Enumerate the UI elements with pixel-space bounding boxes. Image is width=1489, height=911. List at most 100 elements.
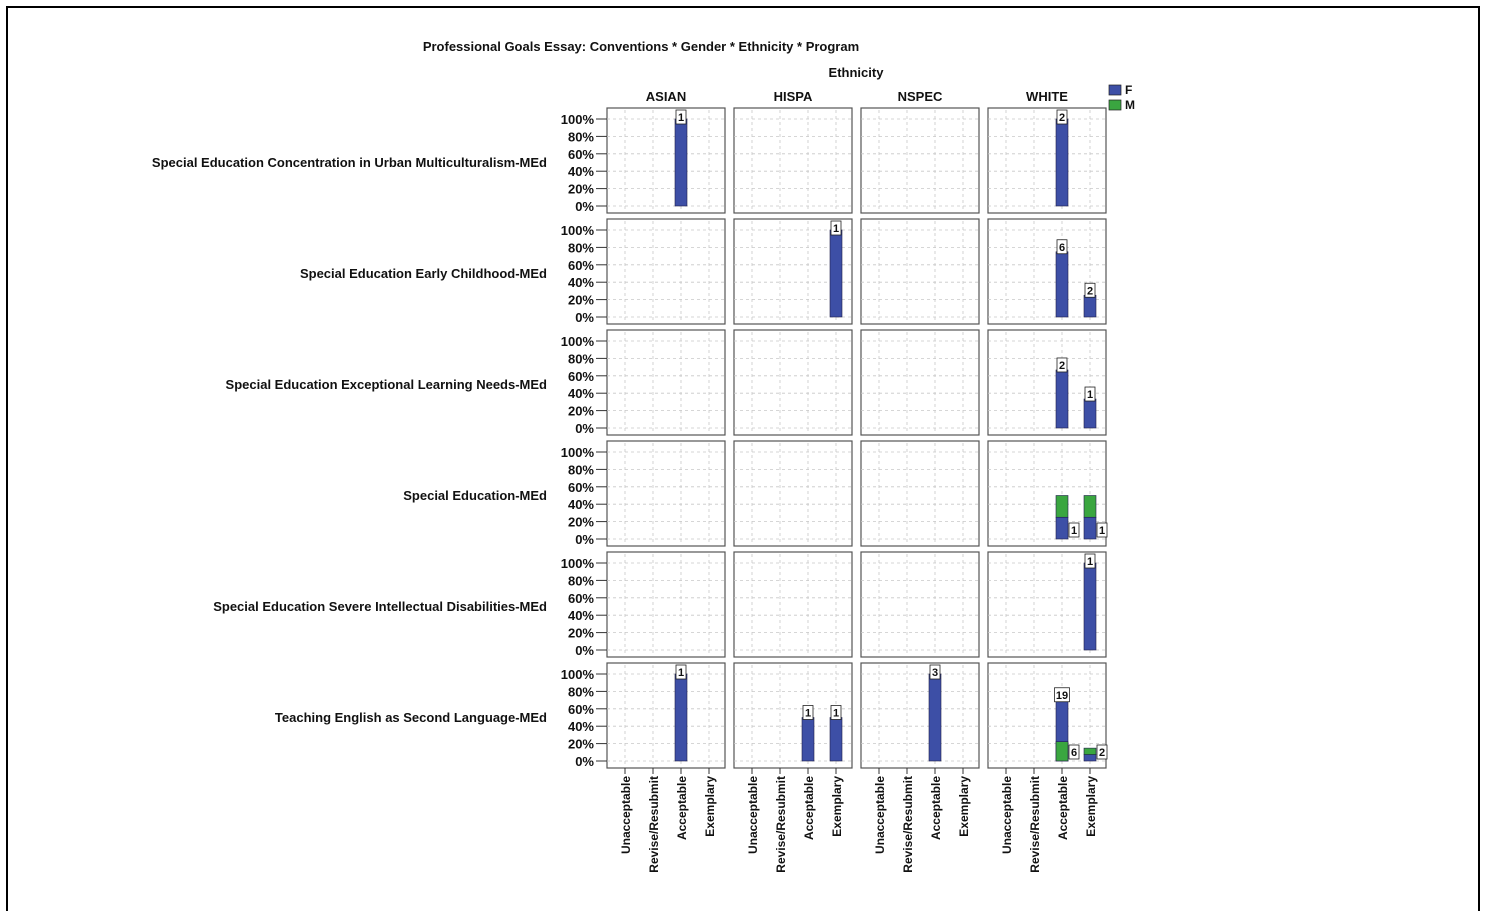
- y-tick-label: 80%: [568, 684, 594, 699]
- count-label: 2: [1059, 112, 1065, 124]
- y-tick-label: 0%: [575, 754, 594, 769]
- bar-f: [1083, 516, 1097, 540]
- count-label-box: [1096, 744, 1108, 760]
- row-label: Special Education Severe Intellectual Di…: [213, 599, 547, 614]
- row-label: Special Education Exceptional Learning N…: [226, 377, 548, 392]
- x-tick-label: Revise/Resubmit: [647, 776, 661, 873]
- panel-border: [860, 107, 980, 214]
- x-tick-label: Unacceptable: [746, 776, 760, 854]
- panel-border: [733, 440, 853, 547]
- x-tick-label: Acceptable: [802, 776, 816, 840]
- count-label-box: [675, 109, 687, 125]
- bar-f: [1083, 562, 1097, 651]
- panel-border: [733, 329, 853, 436]
- y-tick-label: 0%: [575, 310, 594, 325]
- count-label-box: [675, 664, 687, 680]
- y-tick-label: 20%: [568, 626, 594, 641]
- x-tick-label: Acceptable: [929, 776, 943, 840]
- count-label: 1: [1071, 525, 1077, 537]
- panel-border: [860, 440, 980, 547]
- figure-frame: [6, 6, 1480, 911]
- y-tick-label: 100%: [561, 667, 595, 682]
- column-labels: ASIAN HISPA NSPEC WHITE: [646, 89, 1068, 104]
- y-tick-label: 60%: [568, 702, 594, 717]
- row-label: Special Education Early Childhood-MEd: [300, 266, 547, 281]
- x-tick-label: Acceptable: [675, 776, 689, 840]
- y-tick-label: 20%: [568, 737, 594, 752]
- panel: [860, 551, 980, 658]
- y-tick-label: 20%: [568, 182, 594, 197]
- panel: [860, 440, 980, 547]
- bar-f: [1055, 118, 1069, 207]
- count-label: 3: [932, 667, 938, 679]
- x-tick-label: Exemplary: [830, 776, 844, 837]
- y-tick-label: 0%: [575, 421, 594, 436]
- row-label: Teaching English as Second Language-MEd: [275, 710, 547, 725]
- count-label: 1: [1099, 525, 1105, 537]
- panel-border: [987, 107, 1107, 214]
- panel-border: [860, 329, 980, 436]
- count-label-box: [1056, 109, 1068, 125]
- y-tick-label: 20%: [568, 515, 594, 530]
- count-label: 2: [1059, 360, 1065, 372]
- count-label: 1: [678, 667, 684, 679]
- legend-label-m: M: [1125, 98, 1135, 112]
- x-tick-label: Unacceptable: [873, 776, 887, 854]
- count-label-box: [1084, 553, 1096, 569]
- x-tick-label: Revise/Resubmit: [901, 776, 915, 873]
- bar-f: [674, 118, 688, 207]
- bar-m: [1083, 747, 1097, 755]
- count-label: 19: [1056, 690, 1068, 702]
- y-tick-label: 20%: [568, 404, 594, 419]
- bar-f: [1055, 369, 1069, 429]
- panel: [606, 107, 726, 214]
- panel-border: [733, 107, 853, 214]
- y-tick-label: 80%: [568, 240, 594, 255]
- panel: [606, 662, 726, 769]
- count-label: 1: [833, 223, 839, 235]
- bar-f: [1083, 398, 1097, 429]
- count-label: 1: [1087, 556, 1093, 568]
- panel-border: [860, 218, 980, 325]
- y-tick-label: 60%: [568, 369, 594, 384]
- y-tick-label: 40%: [568, 275, 594, 290]
- bar-f: [1083, 754, 1097, 762]
- legend-label-f: F: [1125, 83, 1132, 97]
- panel: [606, 329, 726, 436]
- panel-border: [733, 551, 853, 658]
- x-tick-label: Unacceptable: [1000, 776, 1014, 854]
- bar-f: [674, 673, 688, 762]
- y-tick-label: 0%: [575, 532, 594, 547]
- panel: [733, 329, 853, 436]
- y-tick-label: 60%: [568, 480, 594, 495]
- y-axes: 100% 80% 60% 40% 20% 0% 100% 80% 60% 40% 20% 0% 100%…: [561, 112, 607, 769]
- panel-border: [606, 440, 726, 547]
- panel: [860, 107, 980, 214]
- panel-border: [606, 107, 726, 214]
- y-tick-label: 60%: [568, 258, 594, 273]
- count-labels: 1 2 1 6 2 2 1 1 1 1 1 1 1 3 19 6 2: [675, 109, 1108, 760]
- count-label-box: [1056, 357, 1068, 373]
- legend: FM: [1108, 83, 1135, 112]
- count-label-box: [802, 705, 814, 720]
- y-tick-label: 40%: [568, 497, 594, 512]
- bar-m: [1083, 495, 1097, 518]
- x-tick-label: Acceptable: [1056, 776, 1070, 840]
- count-label-box: [1054, 687, 1070, 703]
- y-tick-label: 100%: [561, 445, 595, 460]
- count-label: 1: [1087, 389, 1093, 401]
- count-label: 2: [1087, 285, 1093, 297]
- y-tick-label: 40%: [568, 386, 594, 401]
- panel-border: [860, 551, 980, 658]
- y-tick-label: 0%: [575, 199, 594, 214]
- bar-f: [1083, 294, 1097, 318]
- row-label: Special Education Concentration in Urban…: [152, 155, 547, 170]
- bar-f: [928, 673, 942, 762]
- row-labels: Special Education Concentration in Urban…: [152, 155, 547, 725]
- bar-m: [1055, 741, 1069, 762]
- panel-border: [606, 551, 726, 658]
- column-label-hispa: HISPA: [774, 89, 813, 104]
- bar-f: [829, 717, 843, 762]
- x-tick-label: Revise/Resubmit: [774, 776, 788, 873]
- y-tick-label: 40%: [568, 608, 594, 623]
